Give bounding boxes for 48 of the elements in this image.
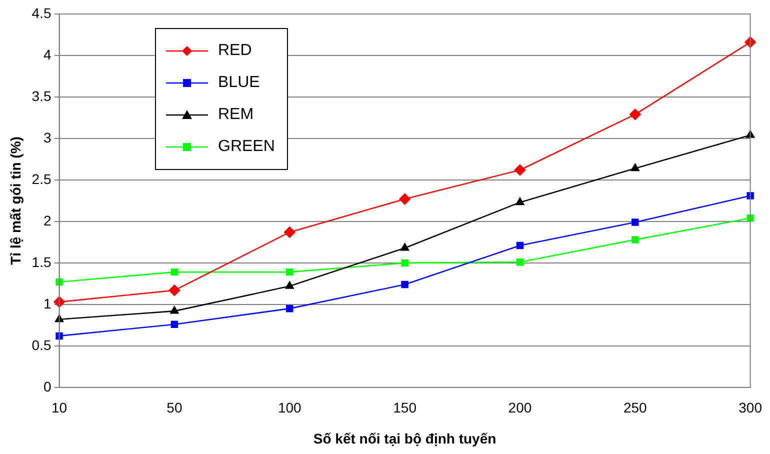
legend-label: REM [218,106,254,124]
point [284,226,296,238]
y-tick-label: 0.5 [32,336,52,353]
point [170,268,178,276]
y-axis-title: Tỉ lệ mất gói tin (%) [7,136,24,265]
x-tick-label: 300 [738,400,762,416]
point [746,192,754,200]
point [516,198,524,206]
x-tick-label: 100 [278,400,302,416]
y-tick-label: 3 [43,129,52,146]
point [514,164,526,176]
point [285,281,294,289]
y-tick-label: 1.5 [32,254,52,270]
point [746,214,754,222]
point [170,320,178,328]
y-tick-label: 4.5 [32,4,52,21]
x-tick-label: 50 [166,400,182,416]
x-tick-label: 150 [393,400,417,416]
point [170,306,179,314]
point [632,218,639,226]
x-tick-label: 10 [51,400,68,416]
y-tick-label: 4 [43,46,52,62]
y-tick-label: 2 [43,212,52,228]
point [56,332,63,340]
point [632,236,639,244]
point [516,242,524,250]
x-axis-title: Số kết nối tại bộ định tuyến [313,430,496,446]
y-tick-label: 2.5 [32,170,52,187]
point [629,108,641,120]
point [630,163,640,172]
point [401,280,408,288]
point [399,193,410,205]
point [168,284,180,296]
point [401,259,408,267]
x-tick-label: 250 [623,400,648,416]
y-tick-label: 1 [43,295,52,312]
point [286,268,294,276]
y-tick-label: 0 [43,378,52,394]
x-tick-label: 200 [508,400,532,416]
point [516,258,524,266]
point [56,278,63,286]
point [400,243,410,251]
point [286,304,294,312]
legend-label: GREEN [218,138,275,156]
legend-label: RED [218,42,252,60]
y-tick-label: 3.5 [32,88,52,104]
legend-label: BLUE [218,74,260,92]
point [54,296,65,308]
